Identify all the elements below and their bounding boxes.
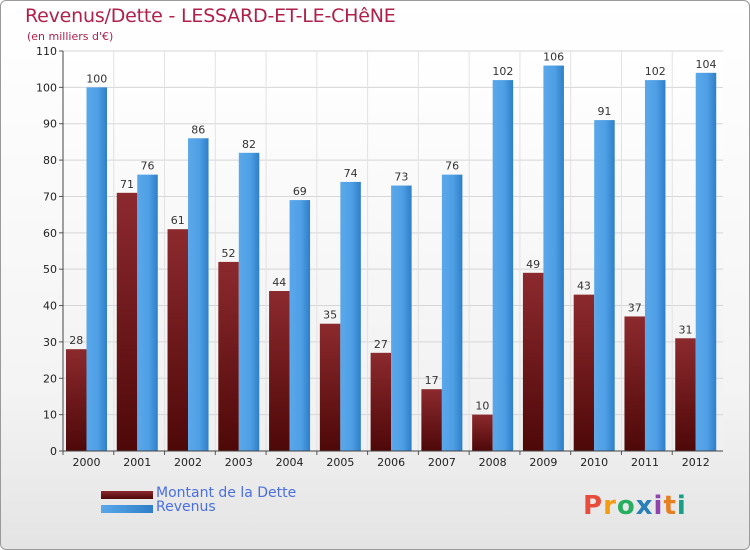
data-label: 74 — [344, 167, 358, 180]
data-label: 61 — [171, 214, 185, 227]
bar-revenus — [238, 152, 260, 451]
bar-debt — [522, 272, 544, 451]
bar-debt — [167, 229, 189, 451]
x-tick-label: 2002 — [174, 456, 202, 469]
logo-letter: x — [635, 491, 654, 521]
data-label: 31 — [678, 323, 692, 336]
x-tick-label: 2001 — [123, 456, 151, 469]
legend-swatch-revenus — [101, 505, 153, 513]
y-tick-label: 10 — [43, 409, 57, 422]
logo-letter: t — [663, 491, 677, 521]
data-label: 35 — [323, 309, 337, 322]
bar-debt — [370, 352, 392, 451]
data-label: 86 — [191, 123, 205, 136]
bar-revenus — [644, 80, 666, 451]
x-tick-label: 2011 — [631, 456, 659, 469]
x-tick-label: 2005 — [326, 456, 354, 469]
bar-debt — [269, 291, 290, 451]
data-label: 37 — [628, 301, 642, 314]
x-tick-label: 2008 — [479, 456, 507, 469]
logo-letter: i — [653, 491, 664, 521]
y-tick-label: 100 — [36, 81, 57, 94]
bar-revenus — [441, 174, 463, 452]
x-tick-label: 2004 — [276, 456, 304, 469]
bar-revenus — [137, 174, 158, 452]
logo-letter: o — [616, 491, 636, 521]
data-label: 49 — [526, 258, 540, 271]
x-tick-label: 2009 — [529, 456, 557, 469]
y-tick-label: 20 — [43, 372, 57, 385]
data-label: 106 — [543, 51, 564, 64]
y-tick-label: 90 — [43, 118, 57, 131]
y-tick-label: 40 — [43, 300, 57, 313]
data-label: 91 — [597, 105, 611, 118]
bar-debt — [675, 338, 696, 451]
data-label: 17 — [425, 374, 439, 387]
y-tick-label: 70 — [43, 190, 57, 203]
bar-revenus — [86, 87, 107, 451]
x-tick-label: 2003 — [225, 456, 253, 469]
data-label: 82 — [242, 138, 256, 151]
x-tick-label: 2000 — [73, 456, 101, 469]
data-label: 10 — [475, 400, 489, 413]
bar-revenus — [188, 138, 209, 452]
y-tick-label: 50 — [43, 263, 57, 276]
bar-revenus — [695, 72, 717, 452]
bar-debt — [624, 316, 645, 451]
data-label: 102 — [645, 65, 666, 78]
proxiti-logo: Proxiti — [583, 491, 687, 521]
bar-revenus — [391, 185, 412, 451]
bar-debt — [116, 192, 138, 451]
data-label: 44 — [272, 276, 286, 289]
chart-title: Revenus/Dette - LESSARD-ET-LE-CHêNE — [25, 5, 396, 27]
bar-debt — [66, 349, 87, 451]
y-tick-label: 80 — [43, 154, 57, 167]
y-tick-label: 60 — [43, 227, 57, 240]
x-tick-label: 2006 — [377, 456, 405, 469]
bar-revenus — [492, 80, 514, 451]
data-label: 76 — [445, 160, 459, 173]
bar-debt — [472, 414, 493, 451]
data-label: 104 — [695, 58, 716, 71]
logo-letter: i — [676, 491, 687, 521]
chart-subtitle: (en milliers d'€) — [27, 30, 114, 43]
data-label: 73 — [394, 171, 408, 184]
data-label: 28 — [69, 334, 83, 347]
legend-label-debt: Montant de la Dette — [156, 485, 297, 501]
bar-revenus — [543, 65, 564, 451]
data-label: 76 — [141, 160, 155, 173]
legend-swatch-debt — [101, 491, 153, 499]
y-tick-label: 0 — [50, 445, 57, 458]
data-label: 52 — [222, 247, 236, 260]
bar-debt — [421, 389, 442, 451]
logo-letter: P — [583, 491, 604, 521]
data-label: 43 — [577, 280, 591, 293]
x-tick-label: 2010 — [580, 456, 608, 469]
x-tick-label: 2007 — [428, 456, 456, 469]
data-label: 102 — [492, 65, 513, 78]
logo-letter: r — [603, 491, 617, 521]
data-label: 27 — [374, 338, 388, 351]
bar-revenus — [289, 200, 311, 451]
bars: 28 100 71 76 61 86 52 82 44 69 35 74 27 73 17 76 10 102 49… — [66, 51, 717, 452]
legend-label-revenus: Revenus — [156, 499, 216, 515]
y-tick-label: 110 — [36, 45, 57, 58]
y-tick-label: 30 — [43, 336, 57, 349]
bar-revenus — [340, 181, 361, 451]
bar-debt — [319, 323, 341, 451]
axes: 0 10 20 30 40 50 60 70 80 90 100 110 2000 2001 2002 200… — [36, 45, 723, 469]
data-label: 71 — [120, 178, 134, 191]
bar-debt — [218, 261, 239, 451]
bar-debt — [573, 294, 595, 451]
data-label: 69 — [293, 185, 307, 198]
bar-revenus — [594, 120, 615, 451]
data-label: 100 — [86, 72, 107, 85]
x-tick-label: 2012 — [682, 456, 710, 469]
